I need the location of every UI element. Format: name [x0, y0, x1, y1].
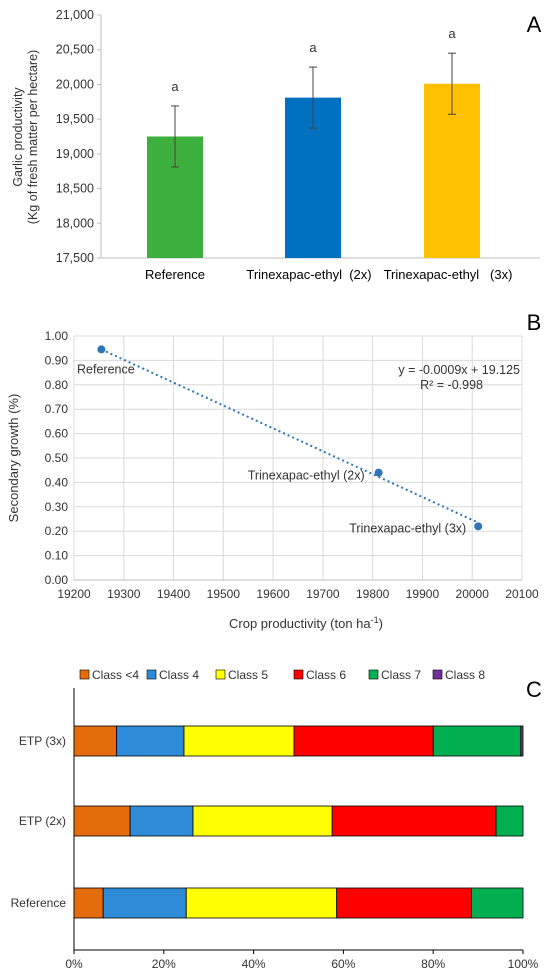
y-category-label: ETP (2x): [19, 814, 66, 828]
point-label: Reference: [77, 362, 135, 376]
x-tick-label: 19900: [406, 587, 440, 601]
y-tick-label: 19,000: [56, 147, 94, 161]
y-axis-title-line: Garlic productivity: [11, 87, 25, 187]
y-tick-label: 0.10: [45, 549, 69, 563]
y-tick-label: 20,500: [56, 43, 94, 57]
y-tick-label: 18,500: [56, 182, 94, 196]
x-axis-title-end: ): [379, 616, 383, 631]
y-tick-label: 0.40: [45, 475, 69, 489]
stacked-segment: [192, 805, 333, 837]
significance-label: a: [448, 26, 456, 41]
y-axis-title-line: (Kg of fresh matter per hectare): [26, 50, 40, 224]
y-tick-label: 0.30: [45, 500, 69, 514]
legend-label: Class 6: [306, 668, 346, 682]
y-category-label: ETP (3x): [19, 734, 66, 748]
stacked-segment: [102, 887, 187, 919]
x-tick-label: 20%: [152, 957, 176, 971]
x-category-label: Reference: [145, 267, 205, 282]
trendline: [100, 348, 479, 524]
x-tick-label: 19200: [57, 587, 91, 601]
stacked-segment: [73, 725, 118, 757]
x-tick-label: 0%: [65, 957, 83, 971]
y-category-label: Reference: [11, 896, 67, 910]
x-category-label: Trinexapac-ethyl (2x): [246, 267, 371, 282]
panel-letter-c: C: [526, 677, 542, 702]
legend-swatch: [146, 669, 157, 680]
x-tick-label: 20100: [505, 587, 539, 601]
point-label: Trinexapac-ethyl (3x): [349, 521, 466, 535]
y-tick-label: 18,000: [56, 216, 94, 230]
legend-label: Class 4: [159, 668, 199, 682]
stacked-segment: [432, 725, 522, 757]
panel-letter-a: A: [527, 12, 542, 37]
stacked-segment: [73, 887, 104, 919]
legend-swatch: [368, 669, 379, 680]
x-category-label: Trinexapac-ethyl (3x): [384, 267, 513, 282]
legend-label: Class 8: [445, 668, 485, 682]
y-tick-label: 17,500: [56, 251, 94, 265]
stacked-segment: [116, 725, 185, 757]
x-tick-label: 19500: [207, 587, 241, 601]
y-tick-label: 19,500: [56, 112, 94, 126]
panel-letter-b: B: [527, 310, 542, 335]
y-tick-label: 0.80: [45, 378, 69, 392]
significance-label: a: [171, 79, 179, 94]
y-tick-label: 0.50: [45, 451, 69, 465]
panel-c-stacked-bar-chart: C Class <4 Class 4 Class 5 Class 6 Class 7 Cla…: [11, 668, 542, 971]
x-tick-label: 20000: [456, 587, 490, 601]
stacked-segment: [73, 805, 131, 837]
stacked-segment: [520, 725, 524, 757]
legend-swatch: [79, 669, 90, 680]
y-axis-title: Secondary growth (%): [6, 394, 21, 523]
x-tick-label: 19700: [306, 587, 340, 601]
legend-label: Class 5: [228, 668, 268, 682]
trend-equation: y = -0.0009x + 19.125: [398, 363, 520, 377]
panel-a-bar-chart: A 17,500 18,000 18,500 19,000 19,500 20,000 20,…: [11, 8, 542, 282]
legend-swatch: [293, 669, 304, 680]
stacked-segment: [185, 887, 338, 919]
x-tick-label: 19400: [157, 587, 191, 601]
legend-swatch: [432, 669, 443, 680]
panel-b-scatter-chart: B 0.00 0.10 0.20 0.30 0.40 0.50 0.60 0.70 0.80 0.9…: [6, 310, 541, 631]
x-tick-label: 60%: [331, 957, 355, 971]
significance-label: a: [309, 40, 317, 55]
data-point: [474, 522, 483, 531]
x-tick-label: 19600: [256, 587, 290, 601]
x-tick-label: 19800: [356, 587, 390, 601]
y-tick-label: 0.60: [45, 427, 69, 441]
stacked-segment: [336, 887, 472, 919]
y-tick-label: 1.00: [45, 329, 69, 343]
x-tick-label: 19300: [107, 587, 141, 601]
y-tick-label: 0.20: [45, 524, 69, 538]
y-tick-label: 20,000: [56, 77, 94, 91]
x-axis-title-main: Crop productivity (ton ha: [229, 616, 371, 631]
y-tick-label: 0.70: [45, 402, 69, 416]
stacked-segment: [129, 805, 194, 837]
x-tick-label: 100%: [508, 957, 539, 971]
y-axis-title: Garlic productivity(Kg of fresh matter p…: [11, 50, 40, 224]
legend-label: Class <4: [92, 668, 139, 682]
y-tick-label: 0.00: [45, 573, 69, 587]
x-tick-label: 80%: [421, 957, 445, 971]
y-tick-label: 0.90: [45, 353, 69, 367]
stacked-segment: [293, 725, 434, 757]
point-label: Trinexapac-ethyl (2x): [248, 469, 365, 483]
stacked-segment: [331, 805, 497, 837]
y-tick-label: 21,000: [56, 8, 94, 22]
stacked-segment: [183, 725, 295, 757]
stacked-segment: [470, 887, 524, 919]
x-tick-label: 40%: [242, 957, 266, 971]
stacked-segment: [495, 805, 524, 837]
x-axis-title: Crop productivity (ton ha-1): [229, 615, 383, 631]
trend-r-squared: R² = -0.998: [420, 378, 483, 392]
data-point: [374, 468, 383, 477]
data-point: [97, 345, 106, 354]
x-axis-title-superscript: -1: [371, 615, 379, 625]
legend-swatch: [215, 669, 226, 680]
legend-label: Class 7: [381, 668, 421, 682]
